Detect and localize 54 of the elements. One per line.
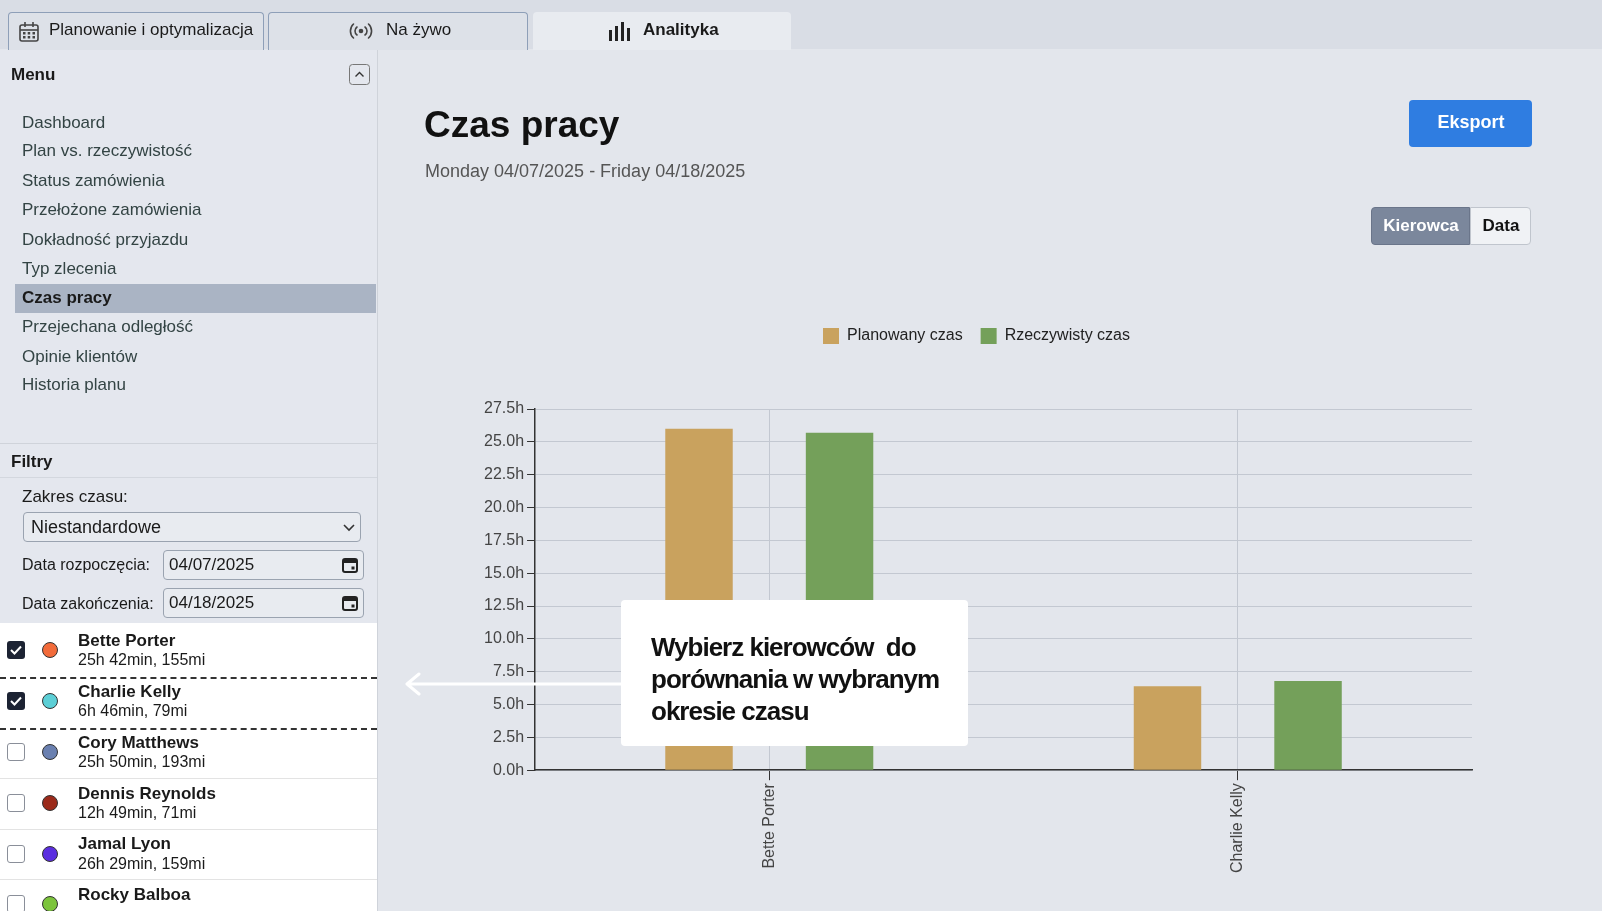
y-tick-label: 7.5h: [492, 662, 525, 680]
text: Dennis Reynolds: [78, 784, 216, 804]
y-tick-label: 0.0h: [492, 760, 525, 778]
text: Eksport: [1437, 112, 1505, 133]
text: Typ zlecenia: [22, 259, 117, 279]
text: Data zakończenia:: [22, 595, 154, 613]
text: Charlie Kelly: [78, 682, 181, 702]
y-tick-label: 17.5h: [483, 530, 525, 548]
text: 26h 29min, 159mi: [78, 855, 206, 873]
text: Kierowca: [1383, 216, 1459, 236]
text: Czas pracy: [22, 288, 112, 308]
text: Status zamówienia: [22, 171, 165, 191]
text: 12h 49min, 71mi: [78, 804, 197, 822]
text: Planowanie i optymalizacja: [49, 20, 254, 40]
text: Menu: [11, 65, 56, 85]
annotation: Wybierz kierowców do porównania w wybranym okresie czasu: [651, 631, 941, 727]
text: Rocky Balboa: [78, 885, 191, 905]
text: Data rozpoczęcia:: [22, 556, 151, 574]
legend-label: Rzeczywisty czas: [1004, 326, 1130, 344]
y-tick-label: 22.5h: [483, 465, 525, 483]
text: Przełożone zamówienia: [22, 200, 202, 220]
text: Dashboard: [22, 113, 106, 133]
bar: [1274, 680, 1342, 770]
y-tick-label: 12.5h: [483, 596, 525, 614]
chart-subtitle: Monday 04/07/2025 - Friday 04/18/2025: [425, 161, 746, 182]
text: 6h 46min, 79mi: [78, 702, 188, 720]
y-tick-label: 5.0h: [492, 694, 525, 712]
text: Historia planu: [22, 375, 126, 395]
text: Niestandardowe: [31, 517, 162, 538]
text: 04/07/2025: [169, 555, 255, 575]
text: 25h 42min, 155mi: [78, 651, 206, 669]
text: Na żywo: [386, 20, 452, 40]
chart-title: Czas pracy: [424, 104, 620, 146]
bar: [1133, 686, 1202, 770]
text: Jamal Lyon: [78, 834, 171, 854]
y-tick-label: 2.5h: [492, 727, 525, 745]
text: Cory Matthews: [78, 733, 199, 753]
text: Filtry: [11, 452, 53, 472]
text: Zakres czasu:: [22, 487, 128, 507]
y-tick-label: 25.0h: [483, 432, 525, 450]
text: 25h 50min, 193mi: [78, 753, 206, 771]
text: Analityka: [643, 20, 719, 40]
text: Dokładność przyjazdu: [22, 230, 189, 250]
y-tick-label: 15.0h: [483, 563, 525, 581]
text: Opinie klientów: [22, 347, 138, 367]
legend-label: Planowany czas: [847, 326, 963, 344]
y-tick-label: 27.5h: [483, 399, 525, 417]
text: Data: [1482, 216, 1520, 236]
text: Plan vs. rzeczywistość: [22, 141, 193, 161]
y-tick-label: 10.0h: [483, 629, 525, 647]
text: 04/18/2025: [169, 593, 255, 613]
y-tick-label: 20.0h: [483, 497, 525, 515]
text: Bette Porter: [78, 631, 176, 651]
text: Przejechana odległość: [22, 317, 194, 337]
